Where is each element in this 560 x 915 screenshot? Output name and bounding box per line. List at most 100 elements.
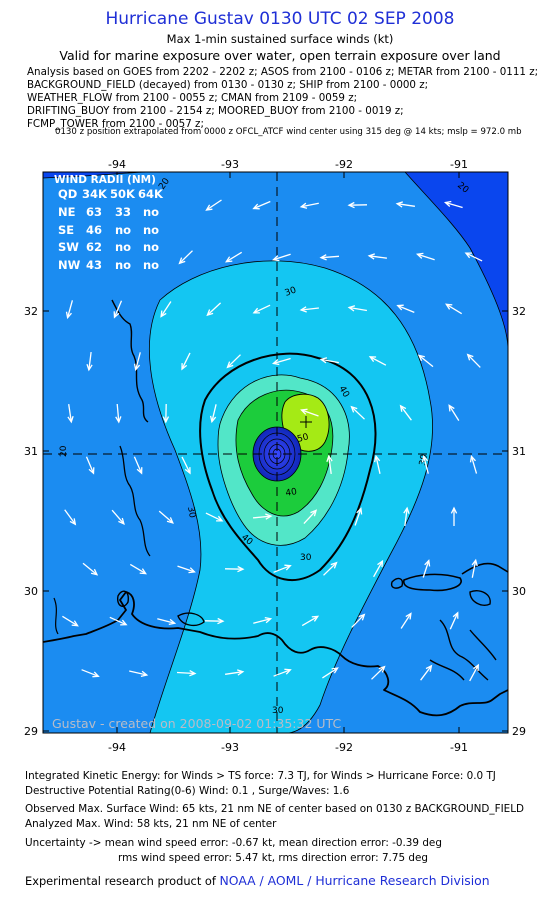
wind-arrow: [205, 512, 223, 522]
wind-vectors: [62, 199, 483, 682]
contour-34kt: [199, 352, 377, 581]
wind-arrow: [113, 300, 123, 318]
wind-arrow: [273, 669, 291, 677]
wind-arrow: [351, 406, 365, 420]
credit-line: Experimental research product of NOAA / …: [25, 873, 490, 888]
wind-arrow-head: [415, 252, 424, 259]
observed-max-line: Observed Max. Surface Wind: 65 kts, 21 n…: [25, 803, 525, 815]
radii-cell: no: [143, 258, 159, 272]
wind-arrow-head: [67, 416, 74, 424]
wind-arrow-head: [319, 357, 328, 364]
wind-arrow: [129, 563, 147, 575]
wind-arrow: [301, 615, 319, 627]
lake-maurepas: [390, 577, 404, 589]
wind-arrow: [418, 354, 434, 368]
wind-arrow-head: [252, 307, 260, 314]
wind-arrow-head: [181, 363, 188, 371]
wind-arrow: [322, 667, 338, 679]
analysis-source-line: FCMP_TOWER from 2100 - 0057 z;: [27, 118, 204, 130]
wind-arrow-head: [330, 561, 338, 569]
radii-cell: 62: [86, 240, 102, 254]
wind-arrow: [206, 199, 222, 211]
wind-arrow: [135, 352, 141, 370]
wind-arrow: [301, 307, 319, 311]
radii-header-cell: QD: [58, 187, 77, 201]
contour-label: 20: [59, 445, 69, 457]
wind-arrow-head: [378, 665, 386, 673]
wind-arrow: [351, 614, 365, 628]
wind-arrow: [109, 616, 127, 626]
wind-arrow-head: [358, 613, 366, 621]
wind-arrow: [253, 304, 271, 314]
wind-arrow: [111, 509, 125, 525]
wind-arrow: [449, 612, 459, 630]
wind-arrow-head: [367, 253, 376, 260]
wind-arrow-head: [399, 404, 407, 412]
wind-arrow-head: [271, 359, 280, 366]
wind-arrow-head: [319, 254, 327, 261]
wind-arrow: [85, 456, 95, 474]
wind-arrow-head: [133, 363, 141, 372]
map-frame: [42, 171, 509, 734]
sabine-river: [53, 597, 59, 635]
wind-arrow-head: [184, 467, 191, 475]
lon-label-bottom: -94: [108, 741, 126, 754]
wind-arrow: [400, 405, 412, 421]
lat-label-right: 32: [512, 305, 526, 318]
wind-arrow-head: [209, 415, 217, 424]
wind-arrow-head: [396, 304, 404, 311]
hrd-link[interactable]: NOAA / AOML / Hurricane Research Divisio…: [219, 873, 490, 888]
wind-arrow-head: [331, 667, 339, 674]
wind-arrow-head: [469, 454, 476, 463]
coastline: [43, 591, 508, 717]
wind-arrow-head: [88, 467, 95, 475]
wind-arrow-head: [86, 363, 93, 372]
wind-arrow: [253, 200, 271, 210]
analysis-source-line: Analysis based on GOES from 2202 - 2202 …: [27, 66, 539, 78]
radii-cell: no: [143, 240, 159, 254]
wind-arrow: [469, 664, 479, 682]
lat-label-right: 31: [512, 445, 526, 458]
wind-arrow-head: [69, 518, 77, 526]
wind-arrow-head: [326, 454, 333, 463]
wind-arrow-head: [284, 668, 292, 675]
wind-arrow: [375, 456, 381, 474]
wind-arrow: [465, 252, 483, 262]
wind-arrow: [420, 665, 432, 681]
radii-cell: NE: [58, 205, 76, 219]
lake-calcasieu: [116, 590, 130, 607]
wind-arrow-head: [237, 669, 245, 676]
wind-arrow-head: [120, 619, 128, 626]
analysis-source-line: WEATHER_FLOW from 2100 - 0055 z; CMAN fr…: [27, 92, 358, 104]
wind-arrow-head: [205, 204, 213, 211]
lon-label-bottom: -91: [450, 741, 468, 754]
lat-label-right: 30: [512, 585, 526, 598]
position-note: 0130 z position extrapolated from 0000 z…: [55, 127, 522, 137]
radii-header-cell: 64K: [138, 187, 164, 201]
wind-arrow-head: [178, 257, 186, 265]
wind-arrow: [354, 508, 362, 526]
wind-arrow-head: [424, 559, 431, 567]
wind-arrow-head: [450, 506, 458, 514]
wind-arrow-head: [168, 618, 177, 626]
wind-arrow: [116, 403, 120, 423]
wind-arrow-head: [310, 509, 318, 517]
watermark: Gustav - created on 2008-09-02 01:35:32 …: [52, 716, 341, 731]
wind-arrow: [470, 456, 478, 474]
wind-arrow: [88, 352, 92, 370]
coast-east: [461, 562, 508, 575]
radii-header-cell: 50K: [110, 187, 136, 201]
chart-title: Hurricane Gustav 0130 UTC 02 SEP 2008: [105, 9, 455, 29]
wind-arrow: [301, 202, 319, 208]
wind-arrow: [225, 671, 243, 675]
wind-arrow-head: [226, 361, 234, 369]
lon-label-top: -93: [221, 158, 239, 171]
wind-arrow-head: [237, 565, 245, 573]
wind-arrow-head: [425, 664, 433, 672]
wind-arrow: [179, 250, 193, 264]
wind-arrow: [373, 560, 383, 578]
wind-arrow-head: [311, 615, 320, 622]
radii-cell: SW: [58, 240, 79, 254]
wind-arrow-head: [140, 670, 149, 678]
radii-cell: no: [115, 258, 131, 272]
